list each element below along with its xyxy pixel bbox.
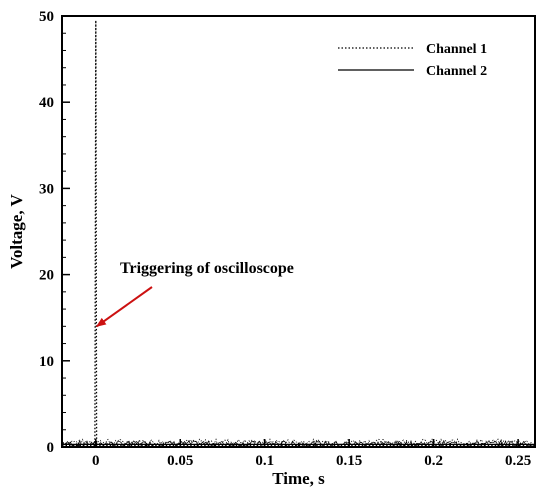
y-tick-label: 40 bbox=[39, 95, 54, 111]
x-tick-label: 0.2 bbox=[424, 453, 443, 469]
trigger-annotation: Triggering of oscilloscope bbox=[95, 260, 294, 328]
y-tick-label: 20 bbox=[39, 268, 54, 284]
legend-label-channel-2: Channel 2 bbox=[426, 64, 487, 79]
y-tick-label: 10 bbox=[39, 354, 54, 370]
legend-label-channel-1: Channel 1 bbox=[426, 42, 487, 57]
legend: Channel 1 Channel 2 bbox=[338, 42, 487, 79]
channel-2-noise bbox=[62, 439, 533, 448]
x-tick-label: 0.05 bbox=[167, 453, 193, 469]
annotation-label: Triggering of oscilloscope bbox=[120, 260, 294, 277]
x-tick-label: 0 bbox=[92, 453, 100, 469]
x-tick-label: 0.25 bbox=[505, 453, 531, 469]
y-axis-title: Voltage, V bbox=[7, 193, 26, 268]
y-tick-label: 50 bbox=[39, 9, 54, 25]
series-layer bbox=[62, 20, 535, 446]
y-tick-label: 30 bbox=[39, 181, 54, 197]
series-line-channel-1 bbox=[62, 20, 535, 446]
x-axis-ticks: 0 0.05 0.1 0.15 0.2 0.25 bbox=[78, 439, 531, 469]
plot-area-frame bbox=[61, 15, 536, 448]
y-axis-ticks: 0 10 20 30 40 50 bbox=[39, 9, 70, 456]
x-tick-label: 0.1 bbox=[255, 453, 274, 469]
y-tick-label: 0 bbox=[47, 440, 55, 456]
annotation-arrow bbox=[95, 286, 153, 328]
x-tick-label: 0.15 bbox=[336, 453, 362, 469]
x-axis-title: Time, s bbox=[272, 469, 325, 488]
